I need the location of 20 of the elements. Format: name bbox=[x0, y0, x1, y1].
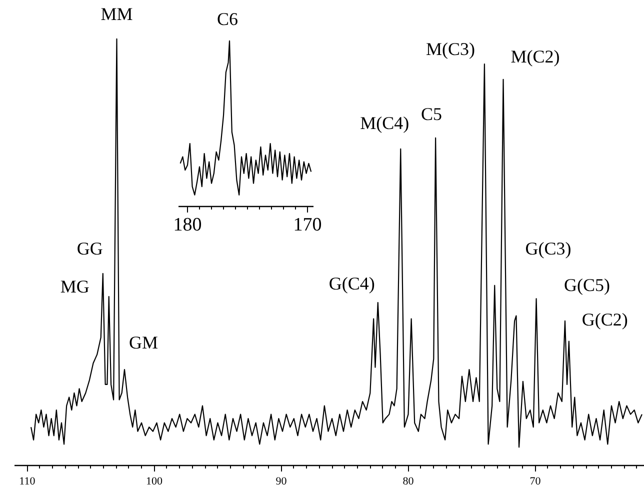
x-tick-label: 90 bbox=[276, 476, 288, 488]
annotation: G(C2) bbox=[582, 309, 628, 330]
x-tick-label: 180 bbox=[173, 214, 202, 236]
x-tick-label: 70 bbox=[530, 476, 542, 488]
annotation: M(C3) bbox=[426, 39, 475, 60]
annotation: GM bbox=[128, 332, 158, 353]
annotation: M(C2) bbox=[510, 46, 560, 66]
annotation: C6 bbox=[216, 8, 238, 29]
x-tick-label: 100 bbox=[146, 476, 163, 488]
annotation: GG bbox=[76, 238, 103, 259]
x-tick-label: 110 bbox=[19, 476, 36, 488]
annotation: G(C4) bbox=[328, 274, 375, 294]
annotation: MM bbox=[100, 4, 133, 24]
annotation: G(C3) bbox=[525, 238, 572, 259]
annotation: G(C5) bbox=[564, 274, 610, 295]
annotation: M(C4) bbox=[360, 112, 410, 133]
x-tick-label: 170 bbox=[293, 214, 322, 236]
x-tick-label: 80 bbox=[402, 476, 414, 488]
annotation: MG bbox=[60, 276, 90, 297]
annotation: C5 bbox=[421, 104, 442, 124]
